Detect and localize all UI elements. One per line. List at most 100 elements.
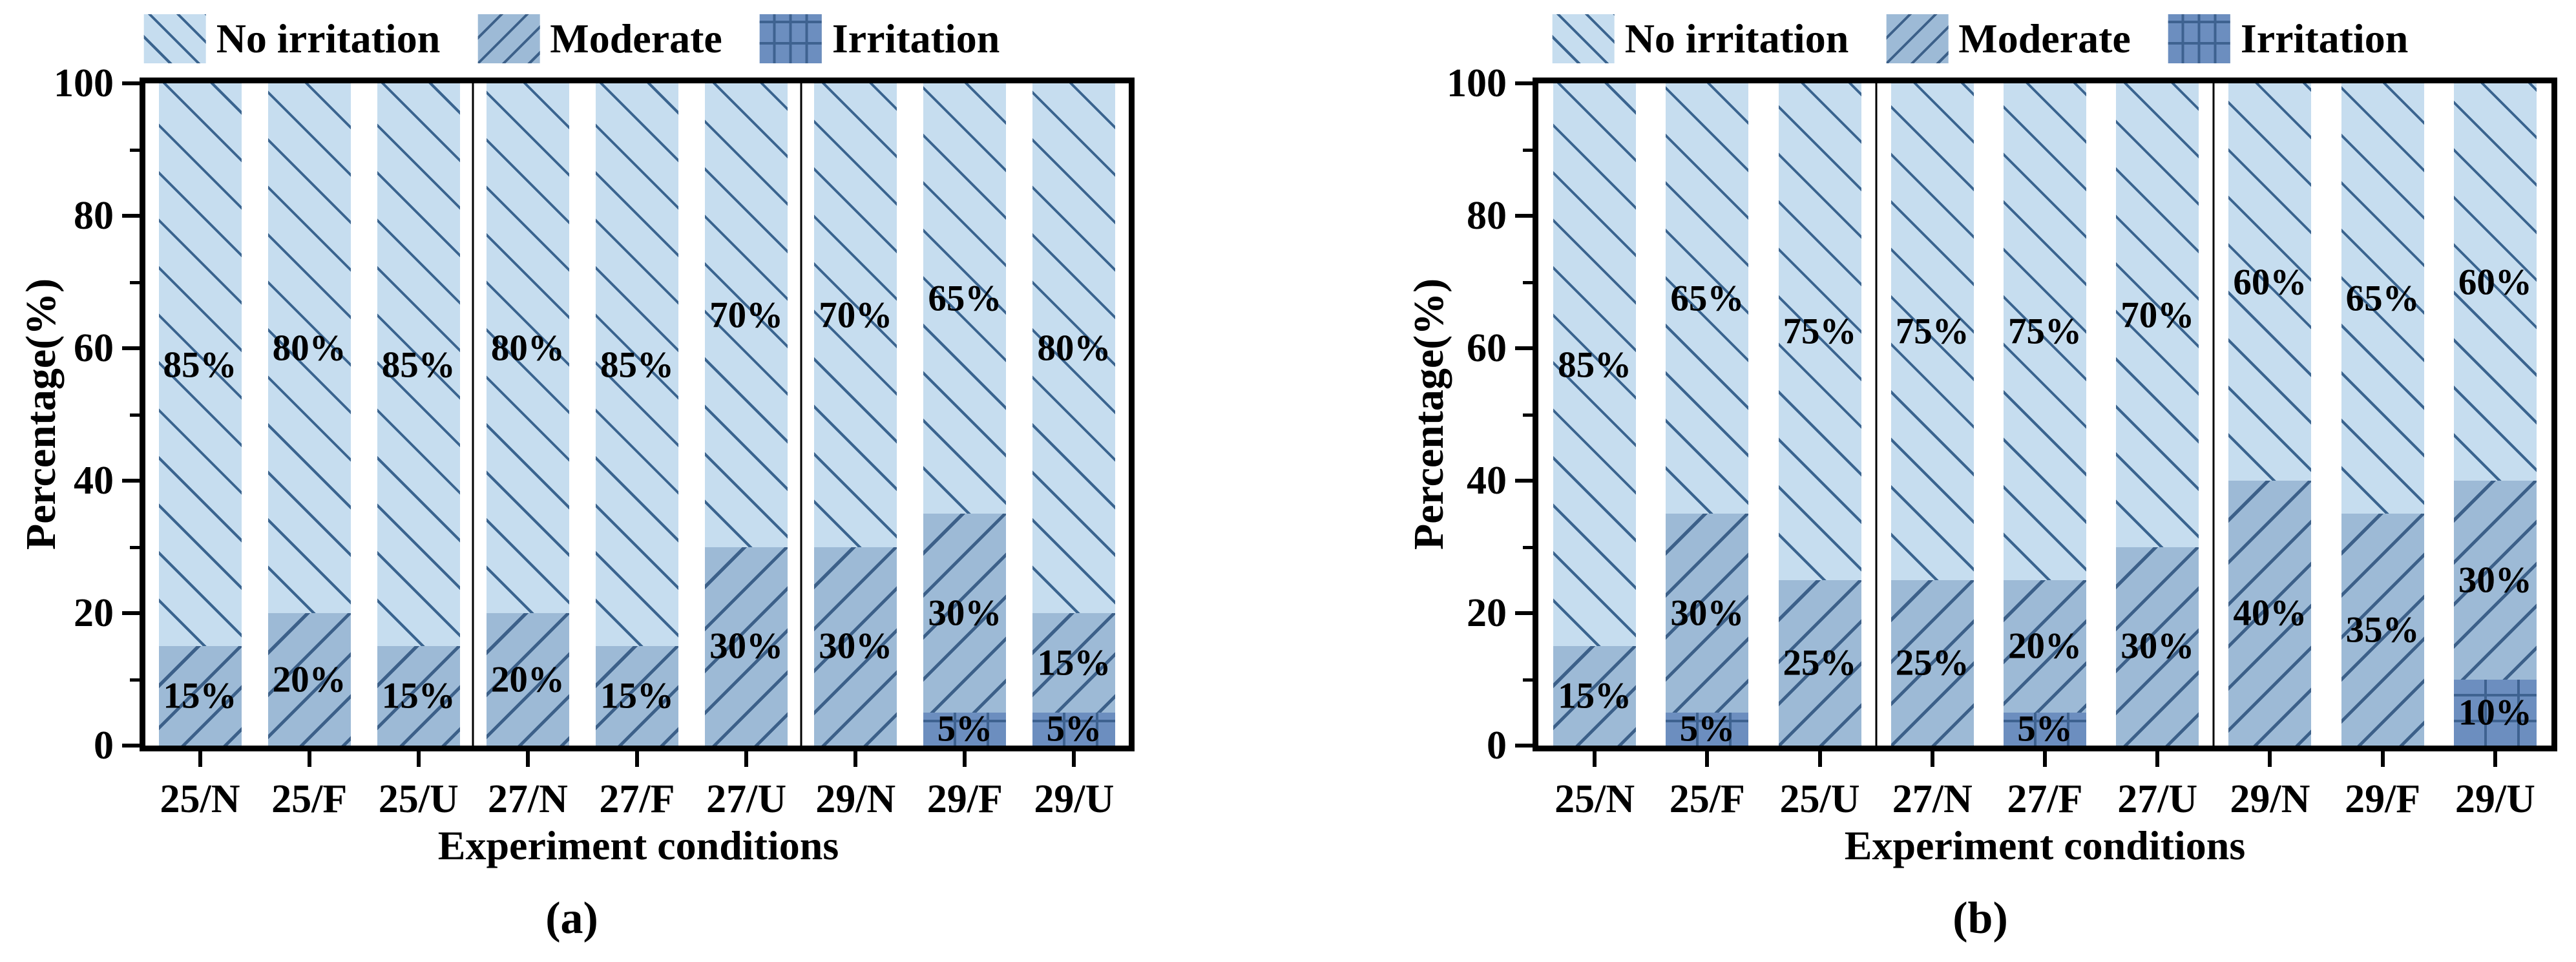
stacked-bar-25-F: 80% 20% 25/F [267, 83, 351, 821]
segment-moderate: 25% [1778, 580, 1861, 746]
moderate-swatch-icon [477, 14, 540, 63]
stacked-bar-27-N: 75% 25% 27/N [1890, 83, 1974, 821]
value-label: 25% [1783, 642, 1857, 684]
segment-moderate: 20% [486, 613, 569, 746]
x-tick-label: 25/F [271, 777, 348, 821]
value-label: 85% [1558, 344, 1632, 386]
segment-moderate: 15% [1032, 613, 1116, 713]
segment-moderate: 20% [267, 613, 351, 746]
x-tick [1593, 751, 1597, 767]
value-label: 80% [272, 328, 346, 369]
segment-moderate: 20% [2003, 580, 2086, 713]
x-tick [1817, 751, 1822, 767]
segment-no-irritation: 75% [2003, 83, 2086, 580]
segment-moderate: 35% [2341, 514, 2424, 746]
segment-moderate: 30% [2453, 481, 2537, 680]
y-tick-label: 100 [1447, 61, 1507, 105]
value-label: 5% [1046, 708, 1102, 749]
x-tick-label: 29/F [927, 777, 1003, 821]
group-separator-line [1875, 83, 1878, 746]
value-label: 30% [2458, 559, 2532, 601]
legend-item: Irritation [2168, 14, 2408, 63]
value-label: 35% [2345, 609, 2420, 651]
x-tick [1072, 751, 1076, 767]
value-label: 15% [1037, 642, 1111, 684]
x-tick [1705, 751, 1710, 767]
x-tick [416, 751, 421, 767]
y-major-tick [1515, 214, 1533, 218]
segment-moderate: 15% [377, 646, 460, 746]
value-label: 75% [1895, 311, 1969, 352]
value-label: 65% [928, 278, 1002, 319]
legend-item: Moderate [1886, 14, 2131, 63]
segment-irritation: 10% [2453, 679, 2537, 746]
y-minor-tick [1523, 148, 1533, 152]
y-tick-label: 0 [94, 724, 114, 768]
value-label: 30% [709, 625, 784, 667]
x-tick [2380, 751, 2385, 767]
legend-item: No irritation [143, 14, 440, 63]
y-minor-tick [130, 280, 140, 284]
stacked-bar-25-N: 85% 15% 25/N [158, 83, 242, 821]
segment-moderate: 30% [814, 547, 897, 746]
stacked-bar-29-F: 65% 30% 5% 29/F [923, 83, 1007, 821]
value-label: 80% [490, 328, 565, 369]
legend-item: Irritation [759, 14, 1000, 63]
no-irritation-swatch-icon [143, 14, 206, 63]
irritation-swatch-icon [2168, 14, 2230, 63]
segment-no-irritation: 80% [1032, 83, 1116, 613]
segment-irritation: 5% [2003, 711, 2086, 748]
irritation-swatch-icon [759, 14, 822, 63]
y-major-tick [122, 744, 140, 748]
bars-container: 85% 15% 25/N 65% 30% 5% 25/F 75% 25% 25/U 75% 25% 27… [1538, 83, 2551, 821]
value-label: 15% [381, 675, 456, 716]
stacked-bar-29-F: 65% 35% 29/F [2341, 83, 2424, 821]
segment-no-irritation: 80% [267, 83, 351, 613]
y-minor-tick [1523, 413, 1533, 417]
stacked-bar-25-U: 75% 25% 25/U [1778, 83, 1861, 821]
value-label: 80% [1037, 328, 1111, 369]
x-tick-label: 25/N [1555, 777, 1635, 821]
value-label: 20% [272, 659, 346, 700]
y-major-tick [122, 479, 140, 483]
stacked-bar-27-F: 75% 20% 5% 27/F [2003, 83, 2086, 821]
y-major-tick [1515, 81, 1533, 85]
y-minor-tick [1523, 678, 1533, 682]
x-tick-label: 29/F [2345, 777, 2421, 821]
segment-no-irritation: 60% [2453, 83, 2537, 481]
y-major-tick [1515, 611, 1533, 615]
stacked-bar-25-N: 85% 15% 25/N [1553, 83, 1637, 821]
y-major-tick [1515, 744, 1533, 748]
value-label: 20% [2007, 625, 2082, 667]
segment-moderate: 15% [595, 646, 678, 746]
x-tick-label: 29/N [815, 777, 896, 821]
value-label: 5% [937, 708, 993, 749]
legend-item: No irritation [1552, 14, 1848, 63]
value-label: 40% [2233, 592, 2307, 634]
x-tick-label: 29/U [1034, 777, 1115, 821]
stacked-bar-25-U: 85% 15% 25/U [377, 83, 460, 821]
x-tick-label: 25/U [378, 777, 459, 821]
y-tick-label: 40 [1467, 459, 1507, 503]
y-tick-label: 40 [74, 459, 114, 503]
segment-no-irritation: 75% [1778, 83, 1861, 580]
value-label: 85% [600, 344, 674, 386]
stacked-bar-29-N: 60% 40% 29/N [2228, 83, 2312, 821]
group-separator-line [2212, 83, 2215, 746]
y-major-tick [1515, 479, 1533, 483]
stacked-bar-25-F: 65% 30% 5% 25/F [1666, 83, 1749, 821]
value-label: 70% [819, 295, 893, 336]
segment-no-irritation: 65% [1666, 83, 1749, 514]
x-tick [853, 751, 858, 767]
x-tick [634, 751, 639, 767]
segment-irritation: 5% [923, 708, 1007, 749]
no-irritation-swatch-icon [1552, 14, 1615, 63]
x-tick-label: 25/N [160, 777, 240, 821]
segment-irritation: 5% [1666, 711, 1749, 748]
x-tick-label: 27/U [706, 777, 787, 821]
x-tick-label: 27/N [487, 777, 568, 821]
y-minor-tick [1523, 280, 1533, 284]
segment-moderate: 15% [158, 646, 242, 746]
segment-irritation: 5% [1032, 708, 1116, 749]
